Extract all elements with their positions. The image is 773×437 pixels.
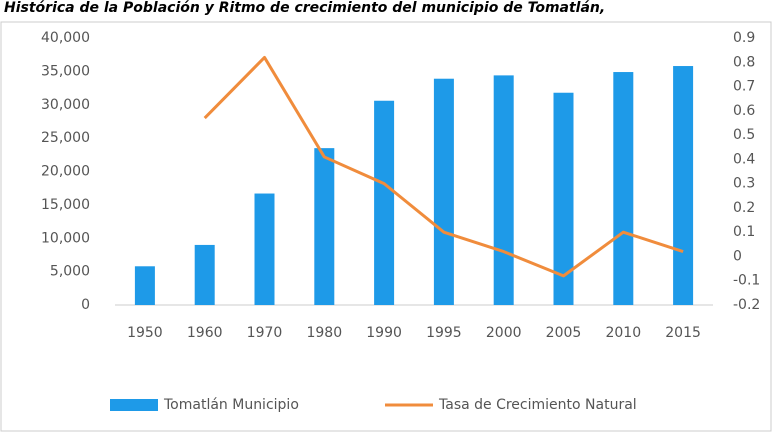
legend-swatch <box>110 399 158 411</box>
bar <box>314 148 335 305</box>
y-tick-label: 0 <box>81 297 90 313</box>
y2-tick-label: -0.1 <box>733 273 760 289</box>
x-tick-label: 1970 <box>247 325 283 341</box>
line <box>203 55 684 278</box>
chart-frame <box>0 21 772 432</box>
y2-tick-label: 0.1 <box>733 224 755 240</box>
x-tick-label: 1960 <box>187 325 223 341</box>
x-tick-label: 1980 <box>306 325 342 341</box>
y-tick-label: 35,000 <box>41 63 90 79</box>
bar <box>433 78 454 305</box>
bar <box>493 75 514 305</box>
y2-tick-label: 0.9 <box>733 30 755 46</box>
x-tick-label: 1950 <box>127 325 163 341</box>
bar <box>254 193 275 305</box>
y2-tick-label: 0.6 <box>733 103 755 119</box>
legend-label: Tasa de Crecimiento Natural <box>438 397 637 413</box>
bar <box>374 100 395 306</box>
bar <box>673 66 694 305</box>
y2-tick-label: 0.3 <box>733 176 755 192</box>
bar <box>134 266 155 305</box>
y2-tick-label: 0 <box>733 248 742 264</box>
y-tick-label: 15,000 <box>41 197 90 213</box>
y2-tick-label: 0.7 <box>733 79 755 95</box>
x-tick-label: 1990 <box>366 325 402 341</box>
legend-label: Tomatlán Municipio <box>163 397 299 413</box>
y-tick-label: 5,000 <box>50 264 90 280</box>
x-tick-label: 2015 <box>665 325 701 341</box>
y2-tick-label: 0.8 <box>733 54 755 70</box>
y-tick-label: 10,000 <box>41 230 90 246</box>
y2-tick-label: 0.2 <box>733 200 755 216</box>
y2-tick-label: -0.2 <box>733 297 760 313</box>
y-tick-label: 25,000 <box>41 130 90 146</box>
x-tick-label: 1995 <box>426 325 462 341</box>
chart-title: Histórica de la Población y Ritmo de cre… <box>4 0 605 16</box>
x-tick-label: 2010 <box>605 325 641 341</box>
bar <box>194 244 215 305</box>
y2-tick-label: 0.4 <box>733 151 755 167</box>
bar <box>553 92 574 305</box>
bar <box>613 72 634 305</box>
y-tick-label: 40,000 <box>41 30 90 46</box>
y-tick-label: 20,000 <box>41 164 90 180</box>
y-tick-label: 30,000 <box>41 97 90 113</box>
x-tick-label: 2005 <box>546 325 582 341</box>
y2-tick-label: 0.5 <box>733 127 755 143</box>
x-tick-label: 2000 <box>486 325 522 341</box>
